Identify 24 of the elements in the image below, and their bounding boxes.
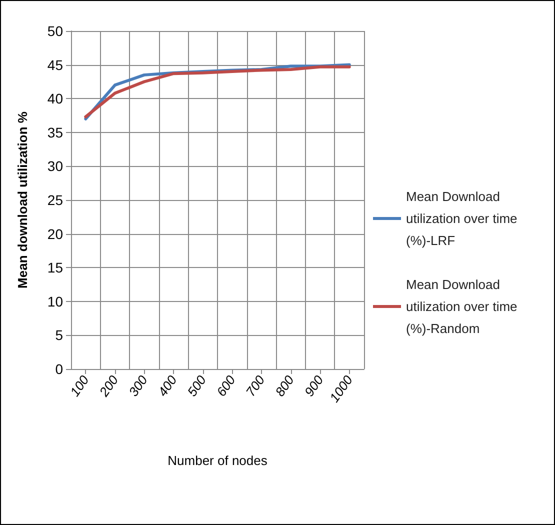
y-tick-label: 10 <box>47 293 64 310</box>
y-tick-label: 45 <box>47 56 64 73</box>
x-axis-title: Number of nodes <box>168 453 268 468</box>
legend-label: Mean Download utilization over time (%)-Random <box>406 277 521 336</box>
y-tick-label: 15 <box>47 260 64 276</box>
x-tick-label: 500 <box>184 372 210 400</box>
y-axis-title: Mean download utilization % <box>15 111 30 288</box>
y-tick-label: 40 <box>47 90 64 107</box>
y-tick-label: 20 <box>47 226 64 242</box>
x-tick-label: 900 <box>301 372 327 400</box>
y-tick-label: 0 <box>55 361 64 377</box>
legend-label: Mean Download utilization over time (%)-LRF <box>406 189 521 248</box>
x-tick-label: 200 <box>96 372 122 400</box>
y-tick-label: 30 <box>47 158 64 174</box>
x-tick-label: 300 <box>126 372 151 400</box>
x-tick-label: 600 <box>214 372 239 400</box>
x-tick-label: 800 <box>272 372 298 400</box>
x-tick-label: 700 <box>242 372 268 400</box>
y-tick-label: 35 <box>47 124 64 140</box>
y-tick-label: 5 <box>55 327 64 344</box>
y-tick-label: 25 <box>47 192 64 208</box>
y-tick-label: 50 <box>47 23 64 39</box>
x-tick-label: 400 <box>154 372 180 400</box>
x-tick-label: 100 <box>67 372 92 400</box>
